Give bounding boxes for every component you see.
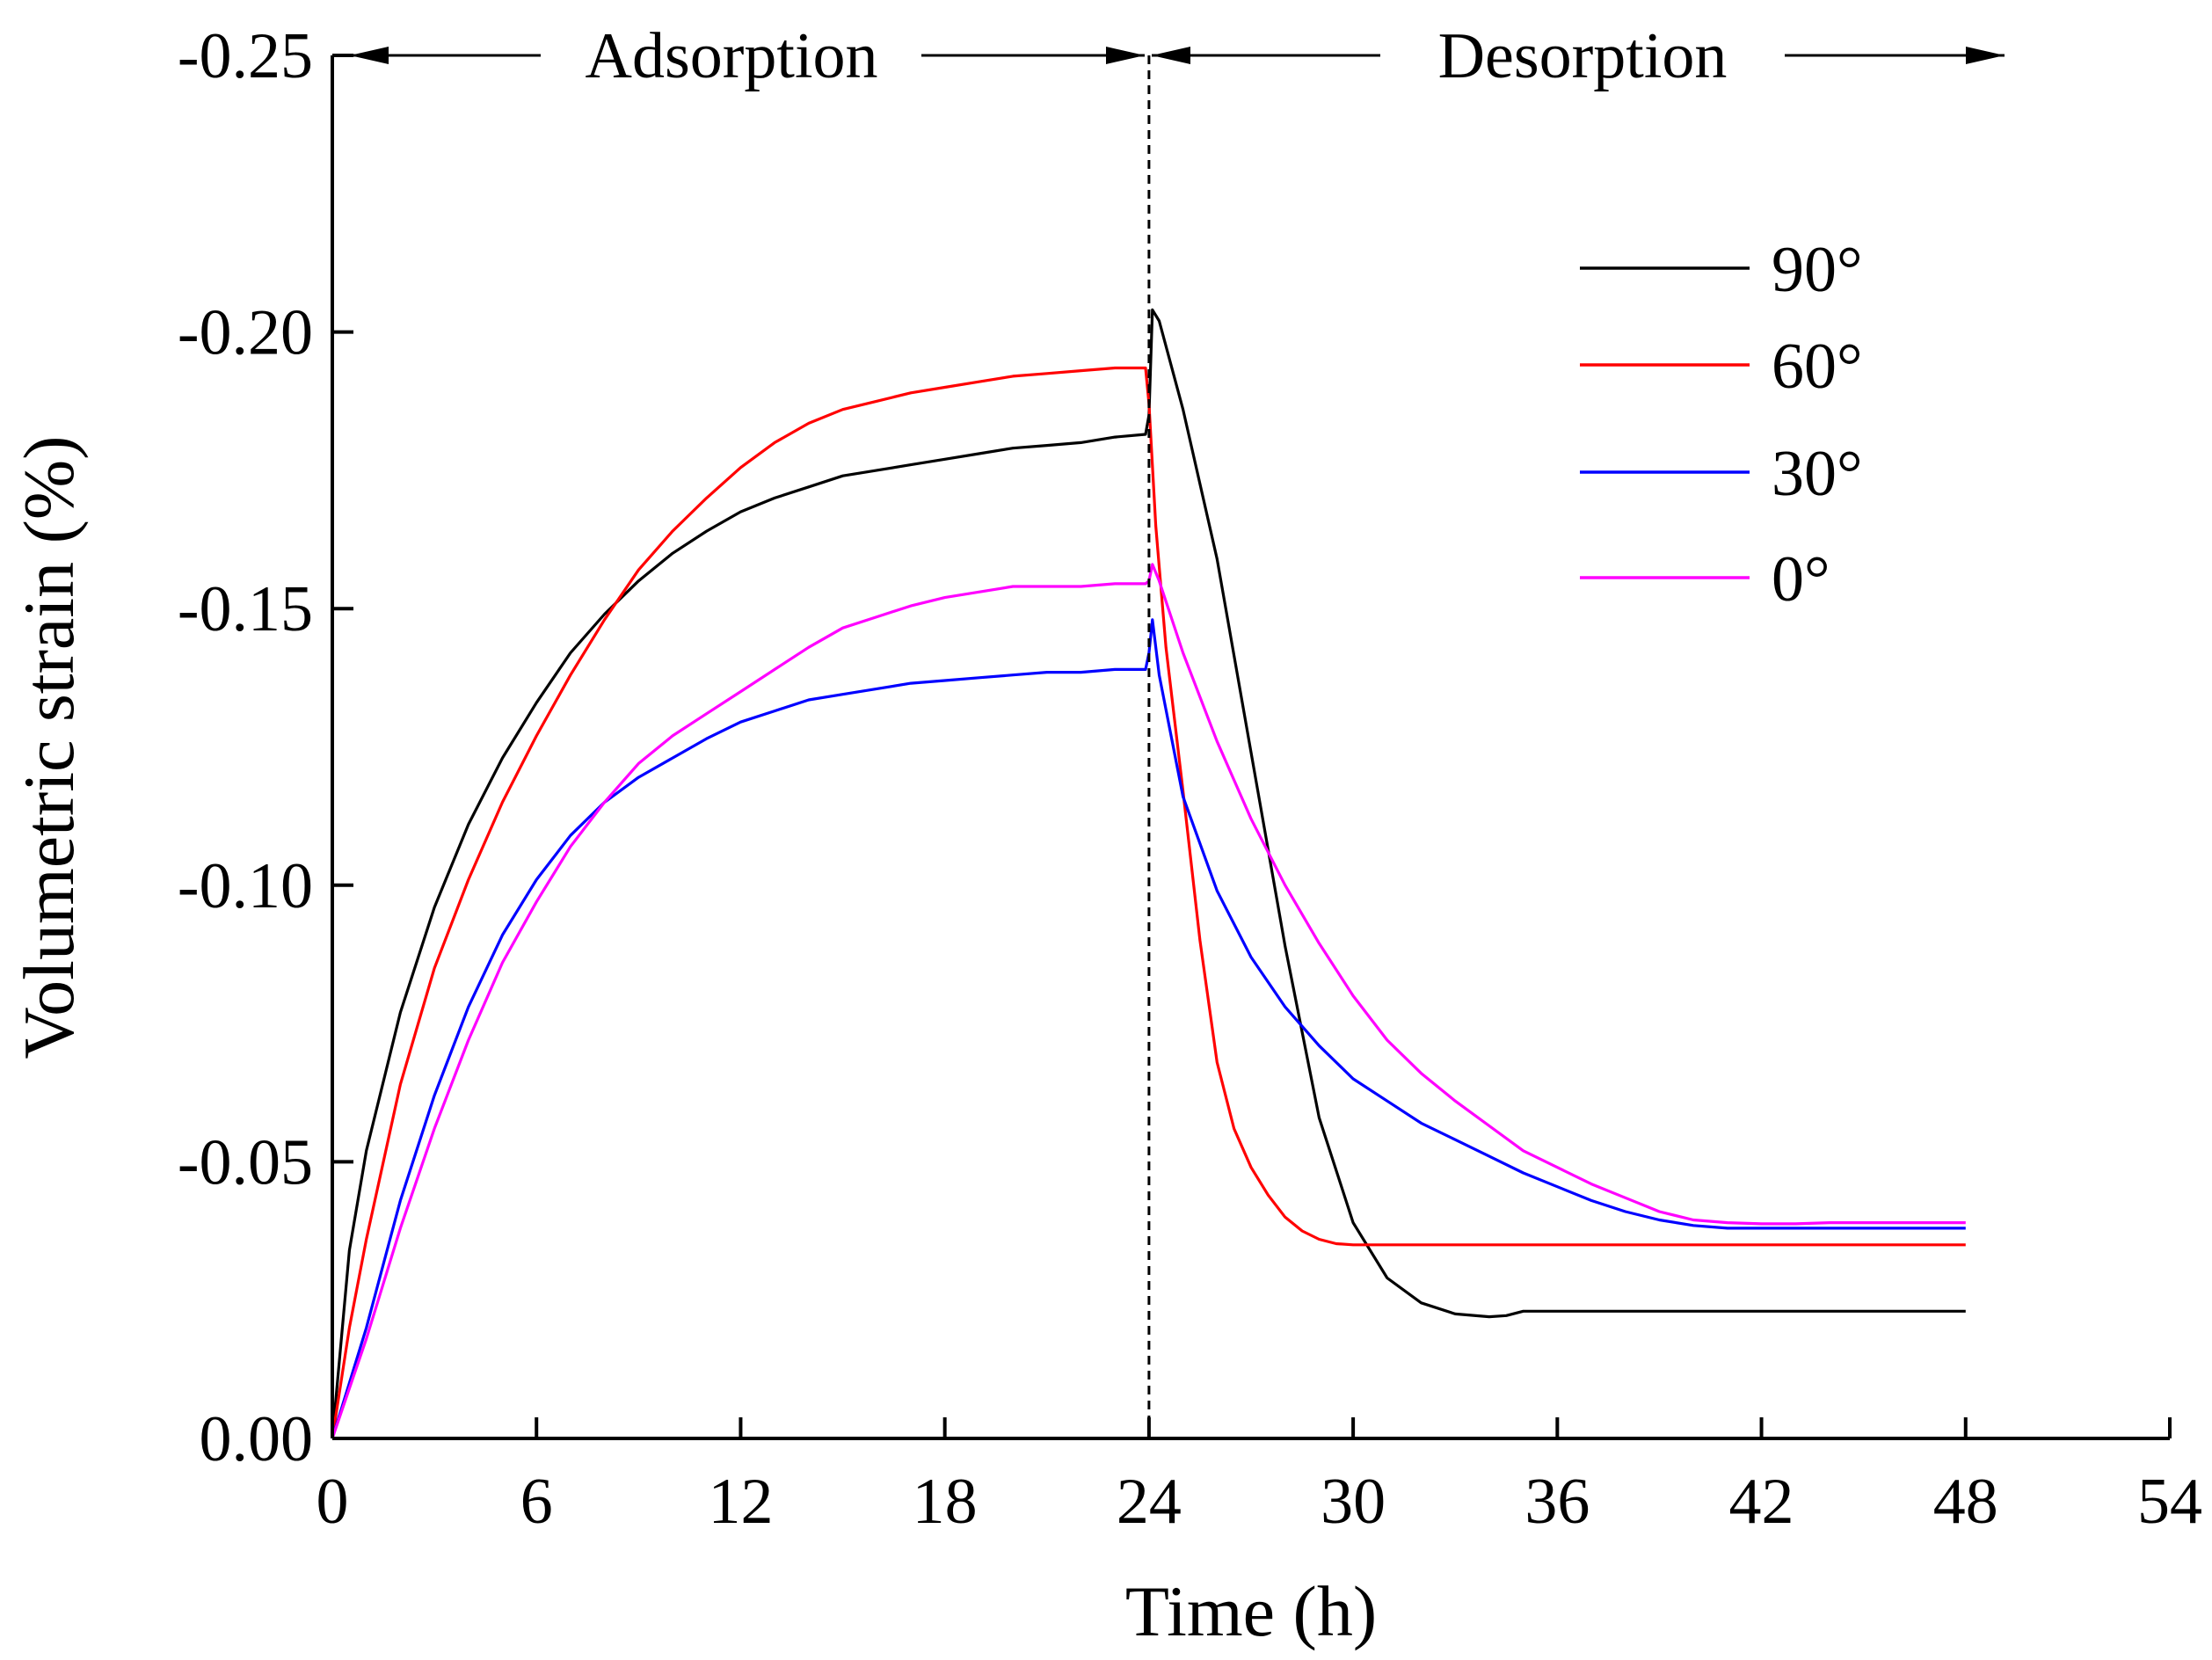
y-tick-label: -0.25 xyxy=(178,20,313,92)
y-axis-ticks: 0.00 -0.05 -0.10 -0.15 -0.20 -0.25 xyxy=(178,20,353,1475)
x-axis-title: Time (h) xyxy=(1125,1571,1377,1651)
x-tick-label: 6 xyxy=(520,1466,553,1538)
desorption-label: Desorption xyxy=(1438,20,1728,92)
y-axis-title: Volumetric strain (%) xyxy=(9,436,89,1059)
adsorption-label: Adsorption xyxy=(586,20,878,92)
x-tick-label: 48 xyxy=(1933,1466,1998,1538)
x-tick-label: 0 xyxy=(317,1466,349,1538)
x-tick-label: 18 xyxy=(913,1466,978,1538)
x-tick-label: 54 xyxy=(2137,1466,2202,1538)
y-tick-label: -0.20 xyxy=(178,297,313,369)
x-tick-label: 30 xyxy=(1321,1466,1386,1538)
legend-label: 60° xyxy=(1772,331,1863,403)
legend-label: 90° xyxy=(1772,234,1863,306)
y-tick-label: -0.10 xyxy=(178,850,313,922)
adsorption-left-arrowhead xyxy=(350,47,389,64)
series-curves xyxy=(331,308,1966,1439)
y-tick-label: 0.00 xyxy=(200,1403,314,1475)
series-line-0 xyxy=(331,308,1966,1439)
desorption-left-arrowhead xyxy=(1152,47,1190,64)
legend-label: 30° xyxy=(1772,438,1863,510)
legend-label: 0° xyxy=(1772,543,1830,615)
x-tick-label: 24 xyxy=(1117,1466,1182,1538)
y-tick-label: -0.15 xyxy=(178,573,313,645)
legend: 90° 60° 30° 0° xyxy=(1580,234,1863,615)
x-tick-label: 12 xyxy=(708,1466,773,1538)
x-tick-label: 42 xyxy=(1729,1466,1794,1538)
y-tick-label: -0.05 xyxy=(178,1126,313,1198)
desorption-right-arrowhead xyxy=(1966,47,2005,64)
adsorption-right-arrowhead xyxy=(1106,47,1145,64)
x-tick-label: 36 xyxy=(1524,1466,1590,1538)
phase-annotation: Adsorption Desorption xyxy=(350,20,2005,92)
series-line-1 xyxy=(331,366,1966,1439)
x-axis-ticks: 0 6 12 18 24 30 36 42 48 54 xyxy=(317,1417,2202,1538)
series-line-3 xyxy=(331,563,1966,1439)
